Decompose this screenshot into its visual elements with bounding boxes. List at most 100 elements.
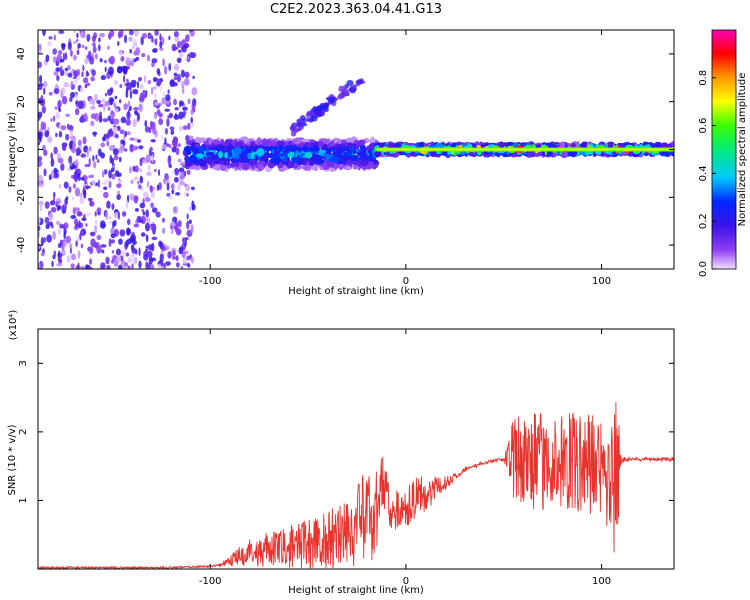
noise-cell [59, 58, 65, 63]
noise-cell [38, 200, 44, 206]
noise-cell [71, 196, 75, 201]
noise-cell [190, 224, 194, 233]
noise-cell [184, 77, 190, 86]
colorbar-step [712, 75, 736, 79]
noise-cell [85, 212, 91, 216]
colorbar-step [712, 103, 736, 107]
noise-cell [53, 172, 59, 179]
noise-cell [123, 103, 128, 111]
noise-cell [132, 118, 137, 128]
colorbar-step [712, 185, 736, 188]
band-cell [229, 162, 238, 167]
x-axis-label: Height of straight line (km) [288, 286, 424, 297]
band-cell [252, 146, 257, 153]
band-cell [218, 151, 223, 159]
noise-cell [74, 108, 80, 116]
band-cell [346, 152, 353, 157]
noise-cell [60, 43, 66, 48]
noise-cell [92, 46, 97, 53]
noise-cell [129, 48, 132, 54]
noise-cell [173, 98, 177, 106]
band-cell [340, 154, 350, 162]
noise-cell [38, 215, 41, 225]
noise-cell [158, 118, 164, 126]
noise-cell [55, 132, 58, 138]
noise-cell [119, 129, 125, 135]
band-cell [276, 163, 284, 169]
noise-cell [121, 249, 126, 258]
colorbar-step [712, 105, 736, 109]
noise-cell [139, 219, 144, 223]
noise-cell [171, 183, 175, 190]
band-cell [272, 157, 280, 164]
noise-cell [147, 32, 152, 40]
noise-cell [127, 257, 133, 264]
colorbar-step [712, 207, 736, 210]
colorbar-step [712, 219, 736, 222]
noise-cell [118, 156, 122, 163]
noise-cell [150, 138, 156, 143]
band-cell [480, 144, 485, 148]
noise-cell [82, 228, 86, 235]
noise-cell [143, 74, 147, 83]
colorbar-step [712, 131, 736, 135]
band-cell [534, 144, 542, 148]
noise-cell [131, 263, 134, 269]
colorbar-step [712, 259, 736, 262]
colorbar-step [712, 263, 736, 266]
noise-cell [167, 251, 172, 259]
colorbar-tick-label: 0.6 [698, 118, 709, 134]
noise-cell [56, 74, 60, 82]
noise-cell [73, 183, 76, 189]
noise-cell [84, 180, 88, 185]
band-cell [291, 156, 300, 163]
noise-cell [52, 231, 56, 240]
colorbar-step [712, 265, 736, 268]
spectrogram-plot: -100 0 100 -40 -20 0 20 40 Height of straight li… [7, 29, 675, 297]
colorbar-step [712, 79, 736, 83]
noise-cell [116, 194, 121, 201]
colorbar-step [712, 157, 736, 161]
noise-cell [67, 41, 72, 51]
colorbar-step [712, 81, 736, 85]
noise-cell [125, 199, 129, 209]
noise-cell [173, 76, 178, 81]
noise-cell [168, 62, 172, 72]
noise-cell [75, 151, 81, 156]
noise-cell [139, 202, 146, 209]
colorbar-step [712, 67, 736, 71]
colorbar-step [712, 95, 736, 99]
noise-cell [43, 87, 46, 95]
colorbar-step [712, 217, 736, 220]
noise-cell [114, 170, 120, 177]
noise-cell [177, 143, 181, 148]
band-cell [310, 164, 318, 171]
noise-cell [166, 192, 171, 197]
noise-cell [50, 206, 57, 213]
noise-cell [39, 204, 43, 212]
band-cell [197, 137, 204, 144]
noise-cell [106, 200, 111, 209]
colorbar-step [712, 187, 736, 190]
noise-cell [148, 127, 152, 134]
band-cell [430, 150, 437, 157]
noise-cell [55, 201, 60, 205]
noise-cell [66, 255, 71, 263]
noise-cell [78, 220, 81, 229]
noise-cell [103, 169, 108, 175]
noise-cell [113, 79, 119, 86]
colorbar-step [712, 233, 736, 236]
noise-cell [81, 217, 87, 221]
noise-cell [85, 70, 89, 77]
noise-cell [107, 88, 113, 96]
noise-cell [135, 56, 140, 61]
noise-cell [88, 157, 91, 167]
noise-cell [99, 33, 105, 38]
band-cell [303, 164, 311, 169]
noise-cell [126, 82, 133, 91]
colorbar-step [712, 73, 736, 77]
noise-cell [73, 30, 76, 35]
noise-cell [148, 256, 154, 265]
colorbar-step [712, 30, 736, 33]
noise-cell [117, 211, 120, 220]
